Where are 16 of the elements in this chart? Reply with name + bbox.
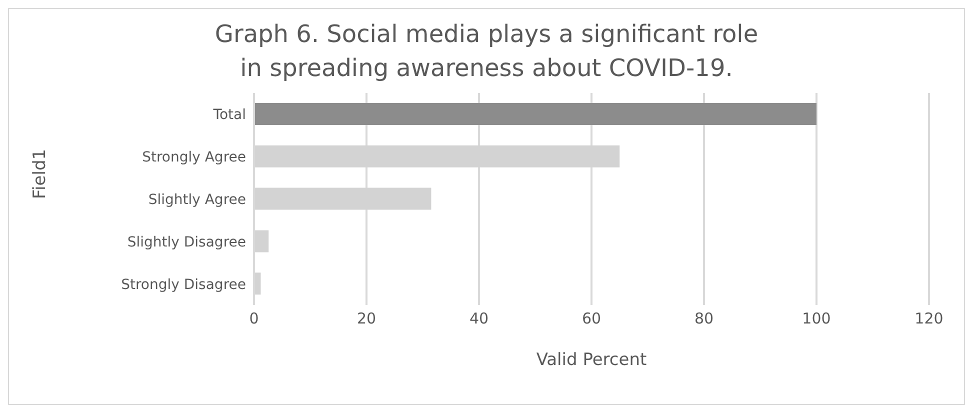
- bar: [254, 103, 816, 125]
- x-axis-title: Valid Percent: [536, 350, 647, 370]
- y-tick-label: Slightly Agree: [148, 192, 246, 208]
- x-tick-label: 20: [356, 310, 376, 328]
- y-tick-label: Strongly Agree: [142, 150, 246, 166]
- x-tick-label: 40: [469, 310, 489, 328]
- x-tick-label: 0: [249, 310, 259, 328]
- x-tick-label: 120: [914, 310, 944, 328]
- x-tick-label: 60: [582, 310, 602, 328]
- x-tick-label: 80: [694, 310, 714, 328]
- x-tick-label: 100: [802, 310, 831, 328]
- y-tick-label: Strongly Disagree: [121, 276, 246, 293]
- y-axis-title: Field1: [30, 148, 50, 199]
- chart-title: Graph 6. Social media plays a significant role in spreading awareness about COVID-19.: [214, 19, 760, 84]
- y-tick-label: Total: [212, 107, 246, 124]
- y-tick-label: Slightly Disagree: [127, 234, 246, 250]
